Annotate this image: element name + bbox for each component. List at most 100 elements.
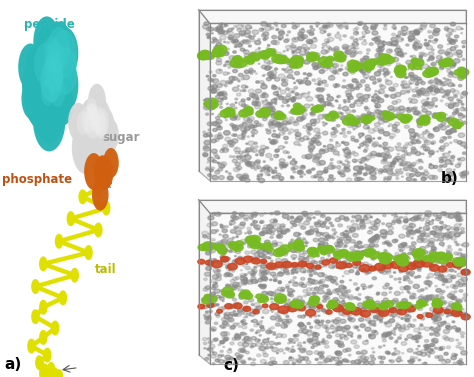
- Circle shape: [429, 74, 433, 77]
- Circle shape: [292, 61, 302, 68]
- Circle shape: [217, 273, 221, 276]
- Circle shape: [362, 251, 365, 253]
- Circle shape: [252, 319, 257, 323]
- Circle shape: [326, 62, 333, 67]
- Circle shape: [217, 274, 221, 277]
- Circle shape: [249, 162, 255, 166]
- Circle shape: [357, 241, 362, 244]
- Circle shape: [244, 105, 248, 108]
- Circle shape: [417, 77, 421, 81]
- Circle shape: [438, 347, 443, 351]
- Circle shape: [235, 162, 240, 166]
- Circle shape: [356, 118, 363, 123]
- Text: sugar: sugar: [102, 131, 140, 144]
- Circle shape: [229, 250, 230, 251]
- Circle shape: [460, 157, 465, 161]
- Circle shape: [453, 95, 457, 98]
- Circle shape: [410, 101, 411, 103]
- Circle shape: [282, 322, 284, 323]
- Circle shape: [456, 281, 459, 283]
- Circle shape: [319, 28, 323, 30]
- Circle shape: [328, 148, 333, 152]
- Circle shape: [311, 332, 317, 336]
- Circle shape: [249, 235, 261, 243]
- Circle shape: [374, 37, 377, 39]
- Circle shape: [426, 67, 437, 75]
- Circle shape: [448, 313, 453, 316]
- Circle shape: [245, 266, 250, 270]
- Circle shape: [270, 219, 275, 223]
- Circle shape: [218, 40, 221, 42]
- Circle shape: [255, 100, 259, 102]
- Circle shape: [252, 149, 257, 152]
- Circle shape: [398, 307, 402, 311]
- Circle shape: [262, 29, 264, 30]
- Circle shape: [208, 316, 210, 318]
- Circle shape: [206, 113, 209, 115]
- Circle shape: [259, 335, 261, 336]
- Circle shape: [202, 297, 207, 301]
- Circle shape: [400, 109, 405, 113]
- Circle shape: [318, 57, 330, 66]
- Circle shape: [240, 276, 247, 281]
- Circle shape: [426, 345, 428, 348]
- Circle shape: [278, 302, 280, 304]
- Circle shape: [456, 328, 460, 330]
- Circle shape: [358, 165, 362, 168]
- Circle shape: [240, 60, 244, 63]
- Circle shape: [224, 52, 229, 55]
- Circle shape: [281, 334, 287, 338]
- Circle shape: [291, 110, 296, 115]
- Circle shape: [427, 88, 433, 92]
- Circle shape: [299, 357, 304, 360]
- Circle shape: [424, 344, 429, 348]
- Circle shape: [256, 322, 262, 325]
- Circle shape: [274, 141, 276, 143]
- Circle shape: [401, 342, 407, 345]
- Circle shape: [274, 68, 278, 70]
- Circle shape: [404, 277, 410, 281]
- Circle shape: [458, 284, 463, 287]
- Circle shape: [372, 100, 374, 101]
- Circle shape: [410, 356, 414, 359]
- Circle shape: [306, 82, 311, 86]
- Circle shape: [417, 238, 423, 242]
- Circle shape: [358, 335, 361, 337]
- Circle shape: [241, 85, 246, 88]
- Circle shape: [306, 129, 310, 132]
- Circle shape: [354, 242, 356, 244]
- Circle shape: [415, 31, 417, 32]
- Circle shape: [377, 153, 380, 155]
- Circle shape: [396, 324, 401, 328]
- Circle shape: [417, 120, 424, 125]
- Circle shape: [447, 69, 451, 73]
- Circle shape: [416, 160, 420, 163]
- Circle shape: [283, 352, 285, 354]
- Circle shape: [369, 334, 375, 339]
- Circle shape: [379, 169, 383, 172]
- Circle shape: [363, 341, 368, 345]
- Circle shape: [410, 77, 416, 80]
- Circle shape: [410, 83, 412, 84]
- Circle shape: [205, 104, 207, 105]
- Circle shape: [236, 250, 241, 254]
- Circle shape: [347, 117, 357, 124]
- Circle shape: [245, 126, 251, 130]
- Circle shape: [439, 347, 442, 349]
- Circle shape: [417, 217, 419, 218]
- Circle shape: [278, 343, 281, 344]
- Circle shape: [437, 254, 440, 256]
- Circle shape: [357, 84, 362, 87]
- Circle shape: [347, 46, 353, 50]
- Circle shape: [393, 57, 396, 59]
- Circle shape: [435, 277, 437, 279]
- Circle shape: [347, 131, 351, 134]
- Circle shape: [230, 104, 235, 107]
- Circle shape: [252, 150, 254, 152]
- Circle shape: [389, 287, 392, 290]
- Circle shape: [436, 217, 441, 221]
- Circle shape: [257, 99, 259, 100]
- Circle shape: [250, 52, 256, 56]
- Circle shape: [310, 248, 317, 253]
- Circle shape: [418, 136, 420, 137]
